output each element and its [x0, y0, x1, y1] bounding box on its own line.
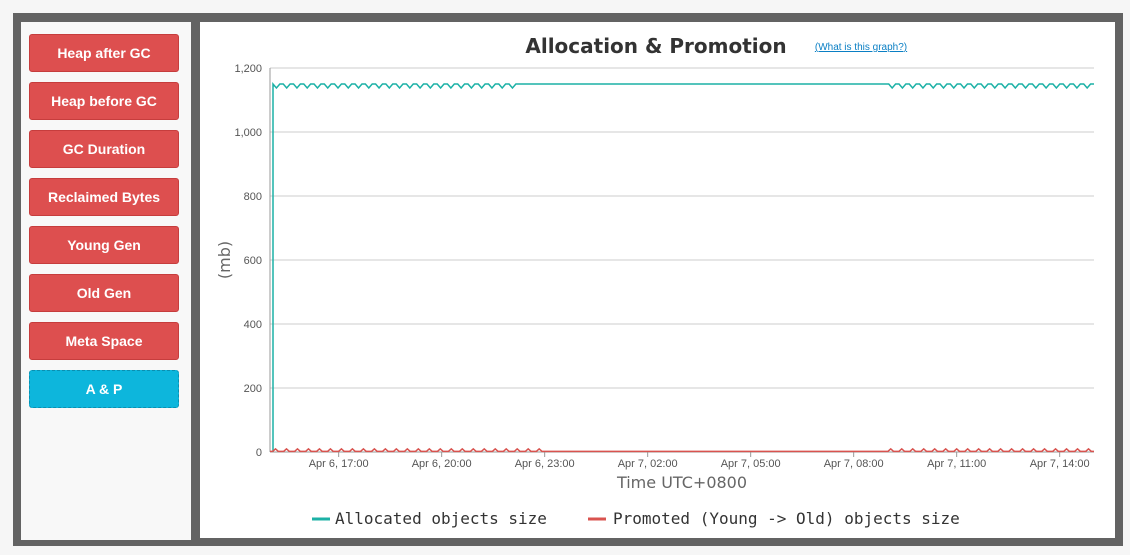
x-axis-title: Time UTC+0800 — [616, 473, 747, 492]
gridlines — [269, 67, 1094, 453]
nav-button-gc-duration[interactable]: GC Duration — [29, 130, 179, 168]
nav-button-meta-space[interactable]: Meta Space — [29, 322, 179, 360]
allocation-promotion-chart: Allocation & Promotion (What is this gra… — [215, 34, 1094, 528]
nav-button-a-p[interactable]: A & P — [29, 370, 179, 408]
chart-title: Allocation & Promotion — [525, 34, 786, 58]
x-tick-label: Apr 7, 08:00 — [824, 458, 884, 470]
sidebar: Heap after GC Heap before GC GC Duration Re… — [21, 22, 191, 540]
y-tick-label: 1,000 — [234, 127, 262, 139]
x-tick-label: Apr 6, 17:00 — [309, 458, 369, 470]
chart-panel: Allocation & Promotion (What is this gra… — [200, 22, 1115, 538]
x-tick-label: Apr 7, 14:00 — [1030, 458, 1090, 470]
y-tick-label: 1,200 — [234, 63, 262, 75]
y-tick-label: 0 — [256, 447, 262, 459]
y-tick-label: 400 — [244, 319, 262, 331]
y-axis-ticks: 0 200 400 600 800 1,000 1,200 — [234, 63, 262, 459]
x-tick-label: Apr 6, 20:00 — [412, 458, 472, 470]
x-tick-label: Apr 7, 05:00 — [721, 458, 781, 470]
y-tick-label: 200 — [244, 383, 262, 395]
x-tick-label: Apr 7, 02:00 — [618, 458, 678, 470]
y-tick-label: 800 — [244, 191, 262, 203]
x-tick-label: Apr 6, 23:00 — [515, 458, 575, 470]
nav-button-heap-before-gc[interactable]: Heap before GC — [29, 82, 179, 120]
nav-button-young-gen[interactable]: Young Gen — [29, 226, 179, 264]
nav-button-old-gen[interactable]: Old Gen — [29, 274, 179, 312]
x-axis-ticks: Apr 6, 17:00 Apr 6, 20:00 Apr 6, 23:00 Apr … — [309, 452, 1090, 470]
y-axis-title: (mb) — [215, 241, 234, 279]
y-tick-label: 600 — [244, 255, 262, 267]
what-is-this-graph-link[interactable]: (What is this graph?) — [815, 42, 907, 53]
nav-button-reclaimed-bytes[interactable]: Reclaimed Bytes — [29, 178, 179, 216]
nav-button-heap-after-gc[interactable]: Heap after GC — [29, 34, 179, 72]
series-line-promoted-objects-size — [270, 447, 1094, 453]
series-lines — [270, 81, 1094, 453]
legend: Allocated objects size Promoted (Young ->… — [312, 509, 960, 528]
x-tick-label: Apr 7, 11:00 — [927, 458, 986, 470]
legend-label[interactable]: Promoted (Young -> Old) objects size — [613, 509, 960, 528]
series-line-allocated-objects-size — [272, 81, 1094, 452]
legend-label[interactable]: Allocated objects size — [335, 509, 547, 528]
